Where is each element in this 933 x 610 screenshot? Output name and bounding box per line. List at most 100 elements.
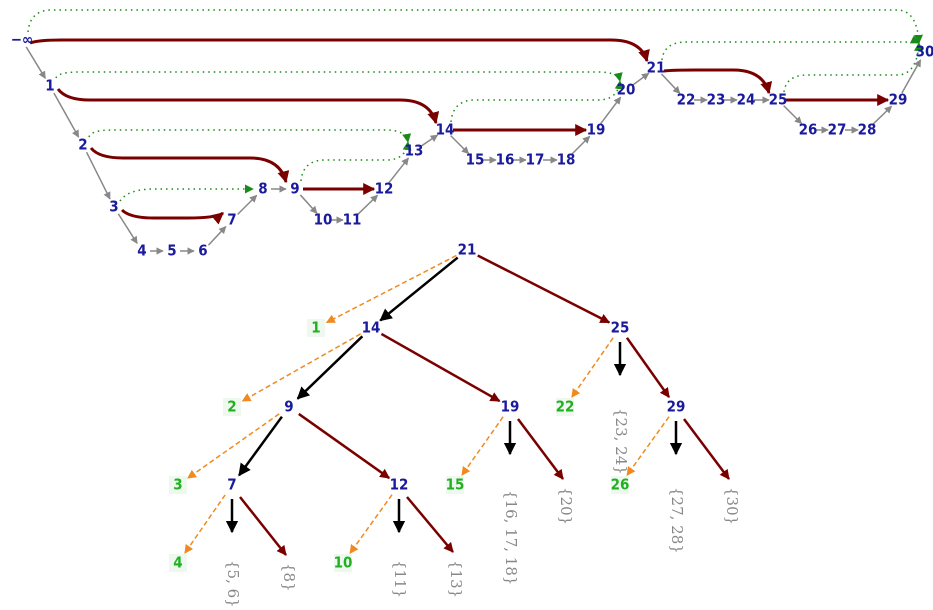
dotted-edge (27, 9, 923, 44)
dotted-edge (300, 141, 412, 182)
leaf-bg (446, 476, 464, 494)
leaf-edge (184, 494, 226, 554)
tree-node: 9 (284, 398, 293, 416)
leaf-bg (307, 319, 325, 337)
chain-edge (783, 105, 803, 125)
leaf-edge (571, 337, 614, 398)
tree-set: {27, 28} (668, 487, 686, 554)
graph-node: 7 (227, 211, 236, 229)
tree-leaf: 10 (334, 554, 353, 572)
chain-edge (388, 157, 410, 184)
tree-set: {5, 6} (224, 560, 242, 606)
tree-set: {16, 17, 18} (502, 490, 520, 585)
graph-node: 12 (375, 180, 394, 198)
graph-node: 4 (137, 242, 146, 260)
graph-node: 13 (405, 142, 424, 160)
leaf-bg (223, 398, 241, 416)
leaf-bg (169, 554, 187, 572)
graph-node: 18 (557, 151, 576, 169)
tree-set: {8} (280, 563, 298, 592)
tree-leaf: 4 (173, 554, 182, 572)
graph-node: −∞ (11, 31, 34, 49)
graph-node: 24 (737, 91, 756, 109)
right-edge (239, 496, 287, 556)
dotted-edge (450, 80, 624, 123)
chain-edge (600, 96, 622, 125)
right-edge (683, 418, 730, 480)
tree-node: 12 (390, 476, 409, 494)
graph-node: 15 (466, 151, 485, 169)
red-edge (89, 146, 290, 184)
chain-edge (53, 92, 80, 138)
graph-node: 8 (258, 180, 267, 198)
right-edge (406, 496, 454, 553)
tree-leaf: 15 (446, 476, 465, 494)
graph-node: 9 (290, 180, 299, 198)
graph-node: 5 (167, 242, 176, 260)
right-edge (517, 418, 564, 480)
leaf-edge (325, 254, 457, 324)
tree-leaf: 22 (556, 398, 575, 416)
middle-edge (296, 335, 364, 400)
leaf-bg (611, 476, 629, 494)
chain-edge (357, 194, 379, 215)
graph-node: 25 (769, 91, 788, 109)
dotted-edge (661, 35, 920, 61)
graph-node: 30 (916, 43, 933, 61)
graph-node: 11 (343, 211, 362, 229)
tree-node: 7 (227, 476, 236, 494)
chain-edge (571, 135, 591, 155)
tree-node: 14 (362, 319, 381, 337)
leaf-edge (349, 494, 393, 554)
right-edge (380, 332, 501, 403)
tree-set: {23, 24} (612, 408, 630, 475)
right-edge (298, 412, 391, 480)
chain-edge (632, 72, 650, 86)
graph-node: 23 (707, 91, 726, 109)
graph-node: 21 (647, 59, 666, 77)
right-edge (477, 254, 611, 324)
tree-node: 25 (611, 319, 630, 337)
red-edge (120, 208, 224, 225)
chain-edge (450, 135, 470, 155)
tree-set: {20} (557, 487, 575, 525)
chain-edge (117, 213, 138, 245)
graph-node: 29 (889, 91, 908, 109)
graph-node: 28 (858, 121, 877, 139)
graph-node: 20 (617, 81, 636, 99)
leaf-edge (241, 333, 361, 402)
tree-node: 29 (667, 398, 686, 416)
dotted-edge (783, 42, 923, 93)
chain-edge (25, 46, 46, 79)
chain-edge (299, 194, 318, 214)
graph-node: 17 (526, 151, 545, 169)
tree-leaf: 1 (311, 319, 320, 337)
leaf-edge (187, 413, 280, 479)
chain-edge (85, 151, 111, 200)
leaf-bg (169, 476, 187, 494)
red-edge (29, 38, 650, 63)
chain-edge (901, 59, 922, 94)
chain-edge (420, 134, 439, 148)
leaf-edge (461, 416, 504, 476)
dotted-edge (88, 129, 412, 143)
tree-set: {13} (447, 560, 465, 598)
right-edge (625, 337, 671, 399)
tree-node: 21 (458, 241, 477, 259)
dotted-edge (55, 71, 623, 82)
red-edge (663, 68, 773, 95)
graph-node: 3 (109, 198, 118, 216)
tree-leaf: 3 (173, 476, 182, 494)
middle-edge (238, 415, 283, 477)
leaf-edge (626, 416, 670, 476)
graph-node: 14 (436, 121, 455, 139)
graph-node: 10 (314, 211, 333, 229)
tree-node: 19 (501, 398, 520, 416)
tree-set: {11} (391, 560, 409, 598)
dotted-edge (119, 184, 254, 202)
leaf-bg (334, 554, 352, 572)
chain-edge (660, 73, 681, 94)
chain-edge (872, 105, 893, 125)
tree-leaf: 26 (611, 476, 630, 494)
